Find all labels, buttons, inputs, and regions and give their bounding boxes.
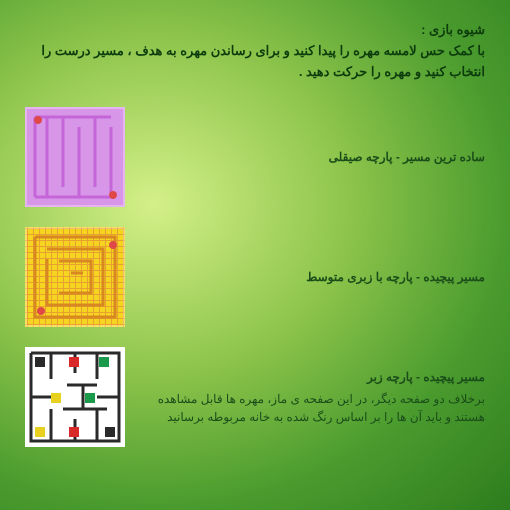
maze-simple xyxy=(25,107,125,207)
header-block: شیوه بازی : با کمک حس لامسه مهره را پیدا… xyxy=(25,20,485,82)
section-3-text: مسیر پیچیده - پارچه زبر برخلاف دو صفحه د… xyxy=(140,368,485,426)
maze3-sq-7 xyxy=(69,427,79,437)
maze3-sq-1 xyxy=(35,357,45,367)
maze3-sq-5 xyxy=(85,393,95,403)
maze3-sq-8 xyxy=(105,427,115,437)
section-2: مسیر پیچیده - پارچه با زبری متوسط xyxy=(25,227,485,327)
maze3-sq-6 xyxy=(35,427,45,437)
maze3-sq-3 xyxy=(99,357,109,367)
header-description: با کمک حس لامسه مهره را پیدا کنید و برای… xyxy=(25,41,485,83)
section-1: ساده ترین مسیر - پارچه صیقلی xyxy=(25,107,485,207)
section-2-label: مسیر پیچیده - پارچه با زبری متوسط xyxy=(140,268,485,286)
maze3-sq-4 xyxy=(51,393,61,403)
section-3-label: مسیر پیچیده - پارچه زبر xyxy=(140,368,485,386)
maze3-sq-2 xyxy=(69,357,79,367)
section-3-description: برخلاف دو صفحه دیگر، در این صفحه ی ماز، … xyxy=(140,390,485,426)
maze-medium xyxy=(25,227,125,327)
page-content: شیوه بازی : با کمک حس لامسه مهره را پیدا… xyxy=(0,0,510,487)
section-3: مسیر پیچیده - پارچه زبر برخلاف دو صفحه د… xyxy=(25,347,485,447)
maze-complex xyxy=(25,347,125,447)
section-1-label: ساده ترین مسیر - پارچه صیقلی xyxy=(140,148,485,166)
header-title: شیوه بازی : xyxy=(25,20,485,41)
